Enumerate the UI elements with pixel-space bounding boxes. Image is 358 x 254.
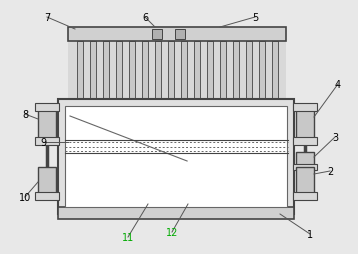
Text: 2: 2 (327, 166, 333, 176)
Text: 11: 11 (122, 232, 134, 242)
Bar (175, 30, 185, 40)
Bar (65, 107, 287, 207)
Bar (90, 42, 96, 100)
Bar (103, 42, 109, 100)
Bar (68, 28, 286, 42)
Text: 4: 4 (335, 80, 341, 90)
Bar (35, 137, 59, 146)
Text: 7: 7 (44, 13, 50, 23)
Bar (155, 42, 161, 100)
Bar (246, 42, 252, 100)
Bar (38, 108, 56, 141)
Bar (152, 30, 162, 40)
Text: 9: 9 (40, 137, 46, 147)
Bar (194, 42, 200, 100)
Bar (58, 207, 294, 219)
Bar (129, 42, 135, 100)
Bar (296, 167, 314, 197)
Bar (35, 192, 59, 200)
Bar (68, 42, 286, 100)
Text: 10: 10 (19, 192, 31, 202)
Bar (293, 164, 317, 170)
Text: 12: 12 (166, 227, 178, 237)
Text: 8: 8 (22, 109, 28, 120)
Bar (77, 42, 83, 100)
Bar (181, 42, 187, 100)
Bar (233, 42, 239, 100)
Bar (296, 108, 314, 141)
Bar (38, 167, 56, 197)
Bar (272, 42, 278, 100)
Bar (220, 42, 226, 100)
Bar (293, 104, 317, 112)
Bar (58, 100, 294, 214)
Bar (168, 42, 174, 100)
Text: 5: 5 (252, 13, 258, 23)
Text: 1: 1 (307, 229, 313, 239)
Bar (259, 42, 265, 100)
Bar (35, 104, 59, 112)
Text: 3: 3 (332, 133, 338, 142)
Bar (293, 192, 317, 200)
Bar (142, 42, 148, 100)
Bar (293, 137, 317, 146)
Text: 6: 6 (142, 13, 148, 23)
Bar (207, 42, 213, 100)
Bar (296, 152, 314, 168)
Bar (116, 42, 122, 100)
